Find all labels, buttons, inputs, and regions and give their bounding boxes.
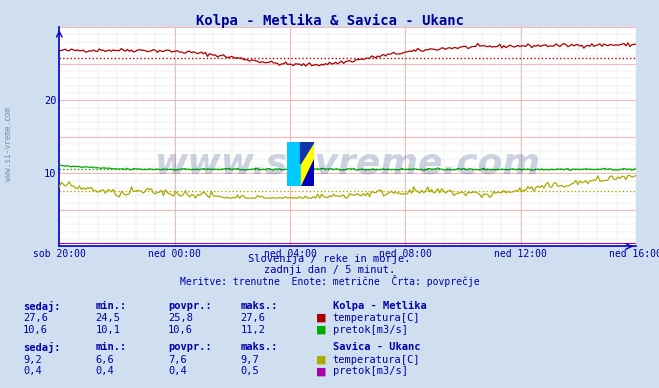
Text: maks.:: maks.: [241, 301, 278, 311]
Text: 27,6: 27,6 [241, 313, 266, 323]
Text: 9,2: 9,2 [23, 355, 42, 365]
Text: 9,7: 9,7 [241, 355, 259, 365]
Text: 10,6: 10,6 [168, 325, 193, 335]
Text: sedaj:: sedaj: [23, 301, 61, 312]
Text: ■: ■ [316, 325, 327, 335]
Text: 0,4: 0,4 [96, 366, 114, 376]
Text: www.si-vreme.com: www.si-vreme.com [155, 146, 540, 180]
Text: Meritve: trenutne  Enote: metrične  Črta: povprečje: Meritve: trenutne Enote: metrične Črta: … [180, 275, 479, 287]
Text: temperatura[C]: temperatura[C] [333, 355, 420, 365]
Text: Savica - Ukanc: Savica - Ukanc [333, 342, 420, 352]
Text: pretok[m3/s]: pretok[m3/s] [333, 366, 408, 376]
Text: 24,5: 24,5 [96, 313, 121, 323]
Text: Kolpa - Metlika & Savica - Ukanc: Kolpa - Metlika & Savica - Ukanc [196, 14, 463, 28]
Text: Slovenija / reke in morje.: Slovenija / reke in morje. [248, 254, 411, 264]
Polygon shape [301, 142, 314, 186]
Text: min.:: min.: [96, 301, 127, 311]
Text: 10,1: 10,1 [96, 325, 121, 335]
Text: temperatura[C]: temperatura[C] [333, 313, 420, 323]
Text: 27,6: 27,6 [23, 313, 48, 323]
Text: 0,4: 0,4 [168, 366, 186, 376]
Text: sedaj:: sedaj: [23, 342, 61, 353]
Text: ■: ■ [316, 355, 327, 365]
Text: ■: ■ [316, 366, 327, 376]
Text: povpr.:: povpr.: [168, 301, 212, 311]
Polygon shape [287, 142, 301, 186]
Text: 7,6: 7,6 [168, 355, 186, 365]
Text: www.si-vreme.com: www.si-vreme.com [4, 107, 13, 180]
Polygon shape [301, 159, 314, 186]
Text: 0,4: 0,4 [23, 366, 42, 376]
Text: ■: ■ [316, 313, 327, 323]
Text: povpr.:: povpr.: [168, 342, 212, 352]
Text: maks.:: maks.: [241, 342, 278, 352]
Text: 25,8: 25,8 [168, 313, 193, 323]
Text: 0,5: 0,5 [241, 366, 259, 376]
Text: 10,6: 10,6 [23, 325, 48, 335]
Text: zadnji dan / 5 minut.: zadnji dan / 5 minut. [264, 265, 395, 275]
Text: 11,2: 11,2 [241, 325, 266, 335]
Text: pretok[m3/s]: pretok[m3/s] [333, 325, 408, 335]
Polygon shape [301, 142, 314, 164]
Text: Kolpa - Metlika: Kolpa - Metlika [333, 301, 426, 311]
Text: min.:: min.: [96, 342, 127, 352]
Text: 6,6: 6,6 [96, 355, 114, 365]
